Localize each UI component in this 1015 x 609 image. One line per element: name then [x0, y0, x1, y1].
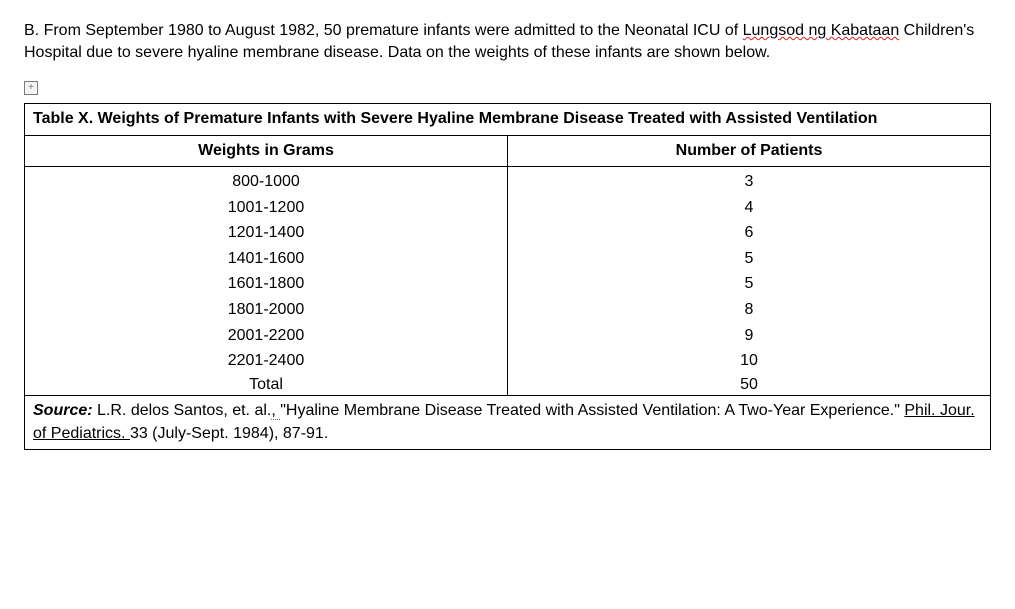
patient-count: 3 — [516, 171, 982, 193]
table-body-row: 800-1000 3 — [25, 166, 991, 194]
weight-range: 2201-2400 — [33, 350, 499, 372]
weights-cell: 1401-1600 — [25, 246, 508, 272]
total-count: 50 — [516, 374, 982, 396]
weight-range: 1801-2000 — [33, 299, 499, 321]
patients-cell: 10 — [508, 348, 991, 374]
weight-range: 1601-1800 — [33, 273, 499, 295]
patient-count: 10 — [516, 350, 982, 372]
weights-table: Table X. Weights of Premature Infants wi… — [24, 103, 991, 450]
patients-cell: 5 — [508, 246, 991, 272]
source-label: Source: — [33, 402, 93, 419]
patient-count: 5 — [516, 248, 982, 270]
patients-cell: 8 — [508, 297, 991, 323]
weights-total-cell: Total — [25, 374, 508, 396]
intro-underlined-phrase: Lungsod ng Kabataan — [743, 22, 900, 39]
table-caption: Table X. Weights of Premature Infants wi… — [25, 104, 991, 135]
table-anchor-handle: + — [24, 81, 991, 103]
table-body-row: 1601-1800 5 — [25, 271, 991, 297]
weights-cell: 1801-2000 — [25, 297, 508, 323]
source-title: "Hyaline Membrane Disease Treated with A… — [280, 402, 904, 419]
source-comma: , — [271, 402, 280, 420]
table-body-row: 2001-2200 9 — [25, 323, 991, 349]
table-caption-row: Table X. Weights of Premature Infants wi… — [25, 104, 991, 135]
patient-count: 4 — [516, 197, 982, 219]
weights-cell: 2201-2400 — [25, 348, 508, 374]
weight-range: 800-1000 — [33, 171, 499, 193]
intro-prefix: B. From September 1980 to August 1982, 5… — [24, 22, 743, 39]
patients-cell: 6 — [508, 220, 991, 246]
weights-cell: 1001-1200 — [25, 195, 508, 221]
table-body-row: 1001-1200 4 — [25, 195, 991, 221]
patients-total-cell: 50 — [508, 374, 991, 396]
patient-count: 5 — [516, 273, 982, 295]
weights-cell: 1601-1800 — [25, 271, 508, 297]
weight-range: 2001-2200 — [33, 325, 499, 347]
patients-cell: 5 — [508, 271, 991, 297]
total-label: Total — [33, 374, 499, 396]
patient-count: 9 — [516, 325, 982, 347]
table-source-row: Source: L.R. delos Santos, et. al., "Hya… — [25, 396, 991, 450]
table-source-cell: Source: L.R. delos Santos, et. al., "Hya… — [25, 396, 991, 450]
col-header-patients: Number of Patients — [508, 135, 991, 166]
patients-cell: 4 — [508, 195, 991, 221]
source-authors: L.R. delos Santos, et. al. — [93, 402, 272, 419]
weight-range: 1001-1200 — [33, 197, 499, 219]
table-body-row: 2201-2400 10 — [25, 348, 991, 374]
weights-cell: 1201-1400 — [25, 220, 508, 246]
weight-range: 1201-1400 — [33, 222, 499, 244]
table-total-row: Total 50 — [25, 374, 991, 396]
weights-cell: 800-1000 — [25, 166, 508, 194]
table-body-row: 1801-2000 8 — [25, 297, 991, 323]
table-body-row: 1201-1400 6 — [25, 220, 991, 246]
patients-cell: 3 — [508, 166, 991, 194]
intro-paragraph: B. From September 1980 to August 1982, 5… — [24, 20, 991, 65]
col-header-weights: Weights in Grams — [25, 135, 508, 166]
source-citation: 33 (July-Sept. 1984), 87-91. — [130, 425, 328, 442]
weight-range: 1401-1600 — [33, 248, 499, 270]
patients-cell: 9 — [508, 323, 991, 349]
table-header-row: Weights in Grams Number of Patients — [25, 135, 991, 166]
weights-cell: 2001-2200 — [25, 323, 508, 349]
plus-icon: + — [24, 81, 38, 95]
table-body-row: 1401-1600 5 — [25, 246, 991, 272]
patient-count: 6 — [516, 222, 982, 244]
patient-count: 8 — [516, 299, 982, 321]
